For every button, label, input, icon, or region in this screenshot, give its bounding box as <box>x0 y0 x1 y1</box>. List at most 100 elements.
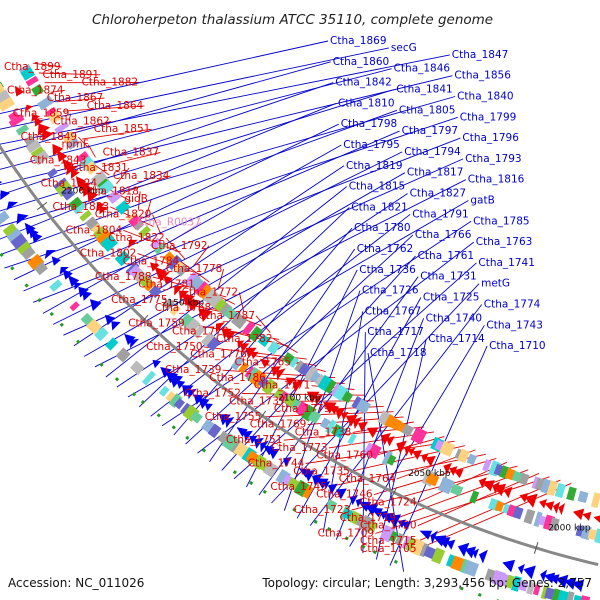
gene-label: Ctha_1723 <box>294 504 351 516</box>
gene-arrow <box>493 483 507 497</box>
feature-block <box>294 400 311 418</box>
gene-arrow <box>382 512 395 524</box>
gene-arrow <box>62 269 73 280</box>
feature-dot <box>344 536 349 541</box>
gene-arrow <box>62 158 74 171</box>
feature-block <box>94 326 109 342</box>
leader-line <box>42 144 342 314</box>
leader-line <box>0 47 389 130</box>
feature-block <box>381 450 393 466</box>
feature-block <box>173 261 186 274</box>
gene-label: Ctha_1741 <box>478 257 535 269</box>
feature-dot <box>59 322 64 327</box>
leader-line <box>23 130 400 292</box>
leader-line <box>50 89 65 93</box>
feature-block <box>325 419 337 435</box>
gene-label: Ctha_1891 <box>43 69 100 81</box>
feature-block <box>259 459 272 473</box>
leader-line <box>283 290 361 511</box>
feature-block <box>169 304 181 316</box>
leader-line <box>78 136 90 149</box>
gene-label: Ctha_1776 <box>190 349 247 361</box>
gene-label: Ctha_1705 <box>360 543 417 555</box>
feature-block <box>133 220 145 231</box>
gene-label: Ctha_1718 <box>370 347 427 359</box>
gene-arrow <box>543 572 556 584</box>
feature-block <box>384 414 396 428</box>
kbp-tick-mark <box>533 542 539 554</box>
gene-label: Ctha_1715 <box>360 535 417 547</box>
gene-arrow <box>271 366 282 377</box>
feature-dot <box>459 586 464 591</box>
gene-arrow <box>358 501 372 512</box>
feature-block <box>431 547 446 565</box>
gene-arrow <box>51 256 61 266</box>
leader-line <box>116 167 130 185</box>
feature-block <box>207 423 222 439</box>
gene-label: Ctha_1817 <box>407 167 464 179</box>
feature-block <box>214 298 229 313</box>
leader-line <box>84 172 406 357</box>
gene-label: Ctha_1737 <box>229 395 286 407</box>
feature-block <box>544 587 555 600</box>
feature-block <box>128 264 144 280</box>
feature-block <box>297 362 311 377</box>
gene-arrow <box>268 448 280 460</box>
leader-line <box>0 82 334 196</box>
feature-block <box>533 511 543 528</box>
feature-block <box>25 75 39 87</box>
feature-block <box>223 306 238 321</box>
gene-arrow <box>553 501 561 514</box>
leader-line <box>33 137 461 303</box>
feature-block <box>505 574 515 589</box>
leader-line <box>185 234 414 445</box>
feature-block <box>201 331 216 347</box>
feature-block <box>221 433 240 452</box>
gene-label: Ctha_1752 <box>184 388 241 400</box>
gene-arrow <box>37 123 51 136</box>
feature-block <box>6 228 24 245</box>
feature-block <box>91 223 103 235</box>
gene-label: gatB <box>470 195 494 207</box>
feature-dot <box>477 592 482 597</box>
gene-label: Ctha_1764 <box>339 473 396 485</box>
feature-block <box>307 409 322 424</box>
feature-dot <box>249 480 254 486</box>
kbp-tick-mark <box>139 314 149 325</box>
gene-arrow <box>548 574 560 585</box>
gene-label: Ctha_1720 <box>360 520 417 532</box>
gene-label: Ctha_1761 <box>418 250 475 262</box>
feature-block <box>425 472 440 487</box>
gene-arrow <box>366 427 379 439</box>
feature-block <box>46 167 58 179</box>
feature-block <box>324 379 337 394</box>
gene-label: Ctha_R0037 <box>137 217 201 229</box>
gene-label: Ctha_1822 <box>108 232 165 244</box>
feature-block <box>546 480 559 497</box>
feature-block <box>450 555 465 572</box>
feature-block <box>410 538 425 556</box>
feature-block <box>34 261 48 276</box>
feature-block <box>469 490 480 504</box>
gene-label: Ctha_1739 <box>165 364 222 376</box>
gene-arrow <box>358 421 368 433</box>
feature-block <box>330 423 342 436</box>
feature-block <box>282 474 294 486</box>
gene-label: Ctha_1724 <box>360 496 417 508</box>
feature-dot <box>201 448 207 453</box>
gene-label: Ctha_1719 <box>340 512 397 524</box>
feature-block <box>197 284 215 302</box>
genome-summary-text: Topology: circular; Length: 3,293,456 bp… <box>261 576 592 590</box>
feature-block <box>115 347 131 363</box>
leader-line <box>4 116 458 269</box>
feature-block <box>262 461 279 478</box>
leader-line <box>13 123 339 281</box>
gene-arrow <box>204 403 213 412</box>
gene-arrow <box>163 275 173 285</box>
feature-block <box>439 440 455 457</box>
feature-block <box>27 253 45 271</box>
feature-block <box>549 517 560 532</box>
gene-arrow <box>576 578 585 593</box>
feature-block <box>154 242 167 255</box>
gene-label: Ctha_1762 <box>357 243 414 255</box>
